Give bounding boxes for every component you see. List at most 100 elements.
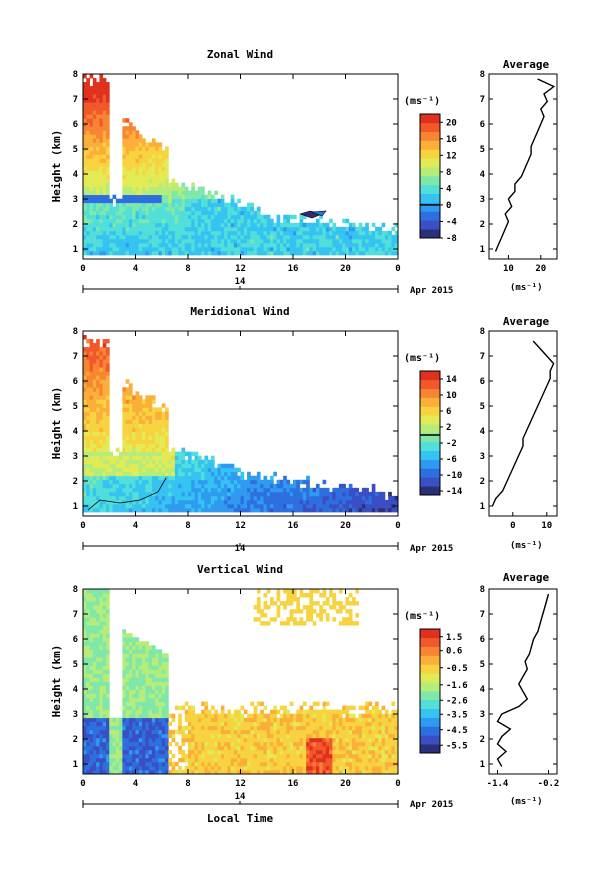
- heatmap-cell: [174, 190, 179, 196]
- heatmap-cell: [92, 170, 97, 175]
- heatmap-cell: [204, 709, 209, 715]
- heatmap-cell: [115, 242, 120, 248]
- heatmap-cell: [224, 463, 228, 469]
- heatmap-cell: [355, 495, 360, 501]
- heatmap-cell: [286, 749, 291, 755]
- heatmap-cell: [138, 206, 143, 212]
- colorbar-tick-label: 8: [446, 168, 451, 178]
- heatmap-cell: [168, 226, 172, 232]
- heatmap-cell: [125, 753, 130, 759]
- heatmap-cell: [368, 499, 373, 505]
- heatmap-cell: [250, 499, 255, 505]
- heatmap-cell: [132, 218, 136, 224]
- heatmap-cell: [102, 697, 107, 703]
- heatmap-cell: [286, 242, 291, 248]
- heatmap-cell: [230, 769, 235, 774]
- heatmap-cell: [86, 106, 90, 111]
- heatmap-cell: [283, 717, 287, 723]
- heatmap-cell: [102, 701, 107, 707]
- heatmap-cell: [194, 757, 199, 763]
- heatmap-cell: [125, 637, 130, 642]
- heatmap-cell: [210, 713, 215, 719]
- heatmap-cell: [312, 503, 317, 509]
- heatmap-cell: [89, 142, 94, 147]
- heatmap-cell: [99, 230, 104, 236]
- heatmap-cell: [151, 685, 156, 690]
- heatmap-cell: [286, 246, 291, 252]
- heatmap-cell: [89, 106, 94, 111]
- heatmap-cell: [263, 214, 268, 220]
- heatmap-cell: [99, 142, 104, 147]
- heatmap-cell: [250, 737, 255, 743]
- heatmap-cell: [102, 423, 107, 428]
- heatmap-cell: [306, 250, 310, 256]
- heatmap-cell: [151, 250, 156, 256]
- heatmap-cell: [128, 190, 133, 196]
- heatmap-cell: [86, 126, 90, 131]
- time-tick-label: 20: [340, 264, 351, 274]
- heatmap-cell: [138, 170, 143, 175]
- heatmap-cell: [263, 721, 268, 727]
- heatmap-cell: [168, 471, 172, 477]
- heatmap-cell: [138, 146, 143, 151]
- heatmap-cell: [220, 463, 225, 469]
- heatmap-cell: [99, 423, 104, 428]
- heatmap-cell: [181, 459, 186, 465]
- heatmap-cell: [142, 431, 146, 436]
- heatmap-cell: [391, 226, 396, 232]
- heatmap-cell: [86, 367, 90, 372]
- heatmap-cell: [188, 769, 192, 774]
- heatmap-cell: [322, 487, 327, 493]
- heatmap-cell: [145, 745, 150, 751]
- heatmap-cell: [273, 234, 277, 240]
- heatmap-cell: [207, 757, 212, 763]
- heatmap-cell: [338, 246, 343, 252]
- heatmap-cell: [148, 186, 153, 192]
- heatmap-cell: [178, 210, 182, 216]
- heatmap-cell: [378, 250, 382, 256]
- heatmap-cell: [358, 230, 363, 236]
- heatmap-cell: [83, 455, 87, 461]
- heatmap-cell: [345, 507, 350, 513]
- heatmap-cell: [92, 745, 97, 751]
- heatmap-cell: [83, 351, 87, 356]
- heatmap-cell: [201, 741, 205, 747]
- heatmap-cell: [266, 503, 271, 509]
- heatmap-cell: [125, 419, 130, 424]
- heatmap-cell: [165, 765, 169, 771]
- heatmap-cell: [148, 669, 153, 674]
- heatmap-cell: [237, 709, 241, 715]
- heatmap-cell: [299, 717, 304, 723]
- heatmap-cell: [155, 218, 159, 224]
- heatmap-cell: [237, 218, 241, 224]
- heatmap-cell: [86, 218, 90, 224]
- heatmap-cell: [109, 238, 113, 244]
- heatmap-cell: [102, 609, 107, 614]
- heatmap-cell: [181, 769, 186, 774]
- heatmap-cell: [329, 250, 333, 256]
- heatmap-cell: [138, 250, 143, 256]
- heatmap-cell: [148, 214, 153, 220]
- heatmap-cell: [138, 399, 143, 404]
- heatmap-cell: [119, 451, 123, 457]
- heatmap-cell: [135, 447, 140, 453]
- heatmap-cell: [342, 483, 346, 489]
- heatmap-cell: [148, 689, 153, 694]
- heatmap-cell: [181, 194, 186, 200]
- heatmap-cell: [86, 222, 90, 228]
- heatmap-cell: [165, 717, 169, 723]
- heatmap-cell: [132, 761, 136, 767]
- heatmap-cell: [138, 499, 143, 505]
- heatmap-cell: [332, 234, 337, 240]
- heatmap-cell: [92, 343, 97, 348]
- heatmap-cell: [181, 447, 186, 453]
- heatmap-cell: [148, 753, 153, 759]
- heatmap-cell: [148, 507, 153, 513]
- heatmap-cell: [309, 605, 314, 610]
- heatmap-cell: [197, 761, 202, 767]
- heatmap-cell: [306, 769, 310, 774]
- heatmap-cell: [165, 479, 169, 485]
- heatmap-cell: [105, 242, 110, 248]
- heatmap-cell: [128, 403, 133, 408]
- heatmap-cell: [289, 597, 294, 602]
